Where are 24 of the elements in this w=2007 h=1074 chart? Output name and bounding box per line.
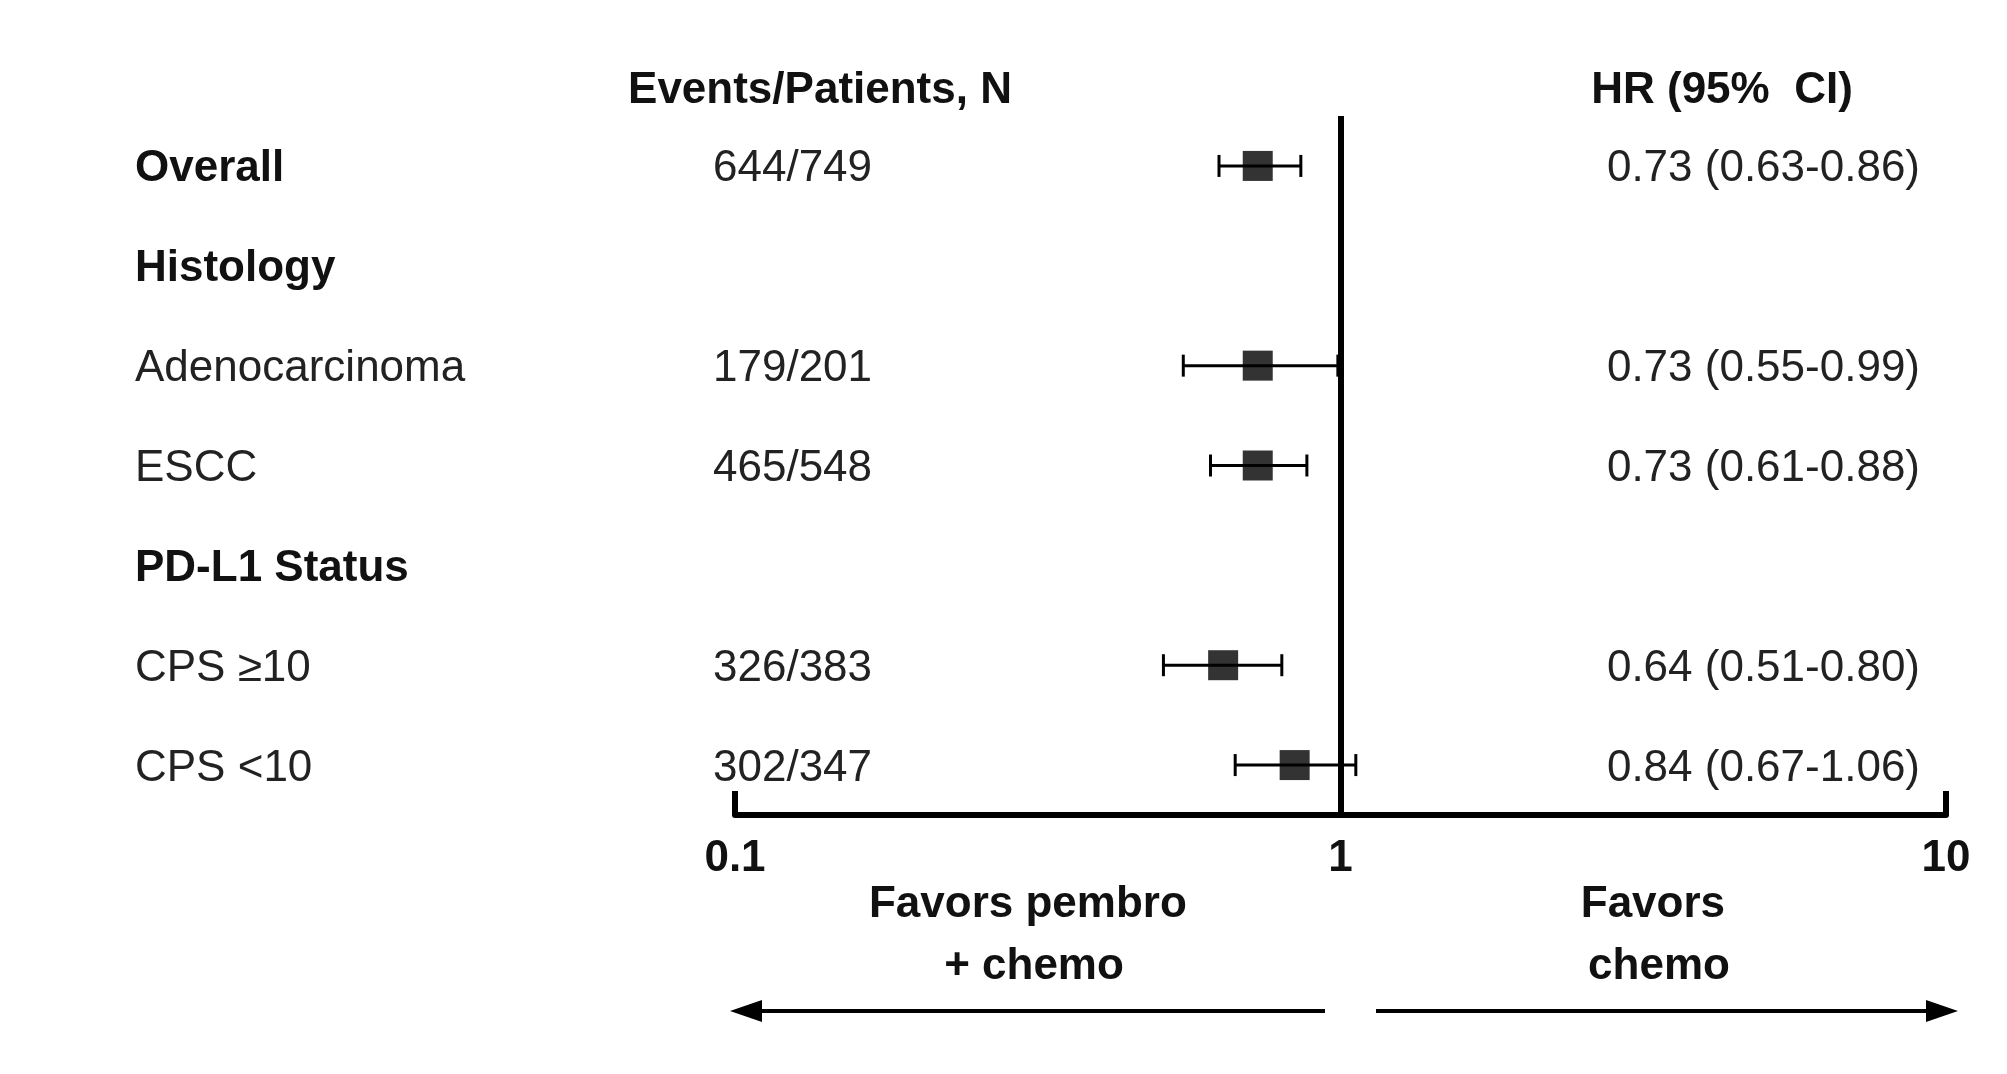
y-tick-label: CPS <10 bbox=[135, 740, 313, 790]
annotation: 0.73 (0.63-0.86) bbox=[1606, 141, 1920, 191]
annotation: 644/749 bbox=[713, 141, 873, 191]
x-tick-label: 0.1 bbox=[704, 830, 766, 880]
annotation: 465/548 bbox=[713, 441, 873, 490]
y-tick-label: PD-L1 Status bbox=[135, 540, 409, 590]
x-tick-label: 1 bbox=[1328, 830, 1353, 880]
annotation: 179/201 bbox=[713, 341, 873, 391]
text: HR (95% CI) bbox=[1591, 62, 1853, 112]
annotation: 0.73 (0.55-0.99) bbox=[1606, 341, 1920, 391]
text: Favors chemo bbox=[1580, 876, 1738, 988]
text: Favors pembro + chemo bbox=[868, 876, 1200, 988]
annotation: 0.64 (0.51-0.80) bbox=[1606, 640, 1920, 690]
y-tick-label: CPS ≥10 bbox=[135, 640, 311, 690]
annotation: 0.73 (0.61-0.88) bbox=[1606, 441, 1920, 490]
text: Events/Patients, N bbox=[628, 62, 1012, 112]
y-tick-label: ESCC bbox=[135, 441, 258, 490]
y-tick-label: Histology bbox=[135, 241, 336, 291]
annotation: 302/347 bbox=[713, 740, 873, 790]
annotation: 326/383 bbox=[713, 640, 873, 690]
y-tick-label: Overall bbox=[135, 141, 285, 191]
y-tick-label: Adenocarcinoma bbox=[135, 341, 466, 391]
annotation: 0.84 (0.67-1.06) bbox=[1606, 740, 1920, 790]
x-tick-label: 10 bbox=[1921, 830, 1971, 880]
